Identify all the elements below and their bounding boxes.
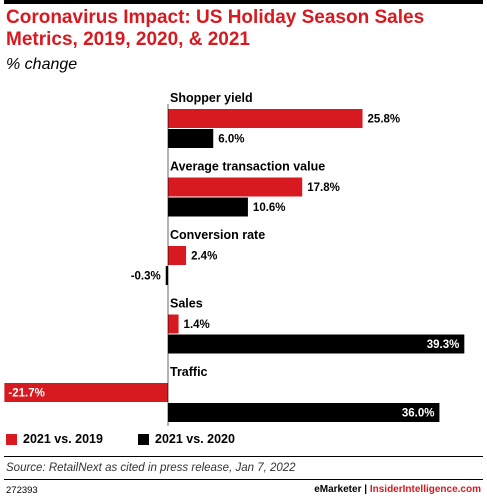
data-label: 10.6%: [253, 202, 286, 214]
legend-item-2021-vs-2020: 2021 vs. 2020: [138, 432, 235, 446]
data-label: 17.8%: [307, 182, 340, 194]
data-label: 6.0%: [218, 134, 244, 146]
bar-2021-vs-2020: [168, 403, 440, 422]
data-label: -0.3%: [131, 271, 161, 283]
legend-item-2021-vs-2019: 2021 vs. 2019: [6, 432, 103, 446]
bar-2021-vs-2020: [168, 197, 248, 217]
legend-swatch-red: [6, 433, 17, 445]
data-label: 36.0%: [402, 408, 435, 420]
legend-label: 2021 vs. 2019: [23, 432, 103, 446]
bar-2021-vs-2019: [168, 177, 303, 197]
bar-2021-vs-2020: [165, 266, 168, 285]
data-label: 1.4%: [184, 319, 210, 331]
category-label: Sales: [170, 297, 203, 311]
divider: [4, 456, 483, 457]
chart-id: 272393: [6, 485, 38, 496]
category-label: Traffic: [170, 365, 208, 379]
top-rule: [4, 0, 483, 4]
bar-2021-vs-2019: [168, 246, 187, 265]
source-note: Source: RetailNext as cited in press rel…: [6, 462, 296, 474]
category-label: Conversion rate: [170, 228, 265, 242]
footer-brand: eMarketer | InsiderIntelligence.com: [314, 484, 481, 495]
bar-chart: Shopper yield 25.8% 6.0% Average transactio…: [4, 91, 465, 426]
legend-swatch-black: [138, 433, 149, 445]
data-label: -21.7%: [8, 388, 44, 400]
data-label: 25.8%: [368, 114, 401, 126]
category-label: Average transaction value: [170, 160, 325, 174]
bar-2021-vs-2020: [168, 334, 465, 354]
chart-title: Coronavirus Impact: US Holiday Season Sa…: [6, 7, 425, 50]
brand-insiderintelligence: InsiderIntelligence.com: [369, 484, 481, 495]
chart-subtitle: % change: [6, 56, 78, 73]
data-label: 2.4%: [191, 251, 217, 263]
legend-label: 2021 vs. 2020: [155, 432, 235, 446]
data-label: 39.3%: [427, 339, 460, 351]
divider: [4, 479, 483, 480]
bar-2021-vs-2020: [168, 129, 214, 148]
category-label: Shopper yield: [170, 91, 253, 105]
bar-2021-vs-2019: [168, 109, 363, 128]
bar-2021-vs-2019: [168, 314, 179, 334]
brand-separator: |: [364, 484, 368, 495]
brand-emarketer: eMarketer: [314, 484, 362, 495]
bar-2021-vs-2019: [4, 383, 168, 402]
